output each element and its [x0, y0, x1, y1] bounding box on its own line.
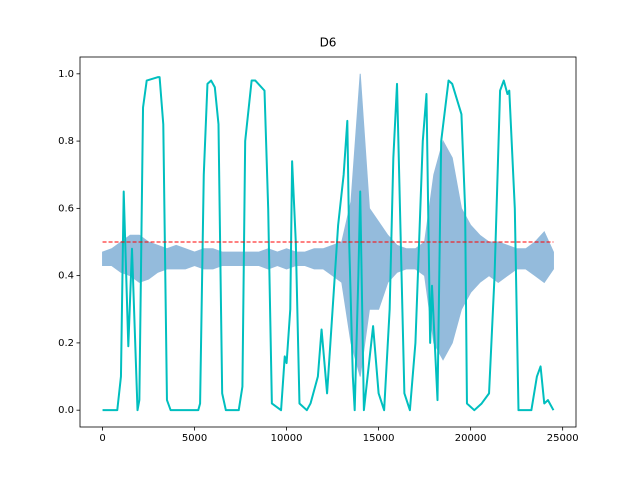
- y-tick-label: 0.2: [58, 338, 74, 349]
- y-tick-label: 0.0: [58, 405, 74, 416]
- x-tick-label: 5000: [182, 433, 207, 444]
- x-tick-label: 20000: [455, 433, 487, 444]
- y-tick-label: 1.0: [58, 69, 74, 80]
- x-tick-label: 25000: [547, 433, 579, 444]
- chart-title: D6: [320, 36, 337, 50]
- score-line: [102, 76, 555, 412]
- y-tick-label: 0.4: [58, 271, 74, 282]
- x-tick-label: 0: [99, 433, 105, 444]
- plot-frame: [79, 56, 577, 428]
- y-tick-label: 0.6: [58, 203, 74, 214]
- y-tick-label: 0.8: [58, 136, 74, 147]
- x-tick-label: 10000: [271, 433, 303, 444]
- x-tick-label: 15000: [363, 433, 395, 444]
